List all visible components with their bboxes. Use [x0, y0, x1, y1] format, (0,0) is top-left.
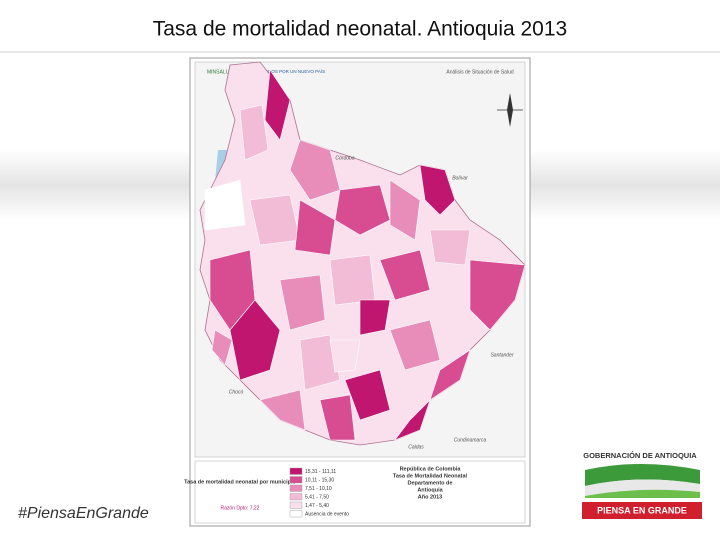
neighbor-label: Córdoba	[335, 155, 354, 161]
ministry-logo: MINSALUD	[207, 69, 233, 75]
legend-box	[194, 460, 526, 524]
legend-label: 7,51 - 10,10	[305, 486, 332, 492]
municipality	[279, 274, 326, 331]
legend-swatch	[289, 501, 303, 509]
logo-slogan: PIENSA EN GRANDE	[597, 505, 687, 515]
municipality	[264, 69, 291, 141]
info-line: Departamento de	[408, 480, 453, 486]
municipality	[294, 199, 336, 256]
legend-swatch	[289, 476, 303, 484]
neighbor-label: Caldas	[408, 444, 424, 450]
slogan-logo: TODOS POR UN NUEVO PAÍS	[262, 68, 325, 74]
legend-label: 5,41 - 7,50	[305, 494, 329, 500]
slide-title: Tasa de mortalidad neonatal. Antioquia 2…	[153, 18, 567, 41]
municipality	[289, 139, 341, 201]
info-line: República de Colombia	[400, 466, 462, 472]
neighbor-label: Santander	[490, 352, 513, 358]
government-logo: GOBERNACIÓN DE ANTIOQUIA PIENSA EN GRAND…	[582, 451, 702, 519]
municipality	[389, 179, 421, 241]
municipality	[334, 184, 391, 236]
municipality	[329, 339, 361, 373]
report-title: Análisis de Situación de Salud	[446, 69, 513, 75]
municipality	[429, 349, 471, 401]
municipality	[259, 389, 306, 431]
municipality	[394, 399, 431, 441]
municipality	[429, 229, 471, 266]
info-line: Año 2013	[418, 494, 442, 500]
neighbor-label: Bolívar	[452, 175, 468, 181]
municipality	[299, 334, 341, 391]
legend-swatch	[289, 484, 303, 492]
legend-label: Ausencia de evento	[305, 511, 349, 517]
municipalities	[199, 61, 526, 446]
municipality	[329, 254, 376, 306]
info-line: Antioquia	[417, 487, 443, 493]
legend-label: 15,31 - 111,11	[305, 469, 336, 475]
logo-title: GOBERNACIÓN DE ANTIOQUIA	[583, 451, 697, 460]
compass	[497, 93, 523, 127]
municipality	[239, 104, 269, 161]
municipality	[469, 259, 526, 331]
municipality	[389, 319, 441, 371]
municipality	[229, 299, 281, 381]
neighbor-label: Cundinamarca	[454, 437, 487, 443]
legend-swatch	[289, 493, 303, 501]
department-rate: Razón Dpto: 7,22	[221, 505, 260, 511]
legend-title: Tasa de mortalidad neonatal por municipi…	[184, 479, 296, 485]
legend: 15,31 - 111,11 10,11 - 15,30 7,51 - 10,10 5…	[289, 467, 349, 518]
municipality	[419, 164, 456, 216]
hashtag: #PiensaEnGrande	[18, 505, 149, 522]
municipality	[379, 249, 431, 301]
legend-label: 1,47 - 5,40	[305, 503, 329, 509]
legend-swatch	[289, 467, 303, 475]
legend-label: 10,11 - 15,30	[305, 477, 334, 483]
municipality	[319, 394, 356, 441]
municipality	[344, 369, 391, 421]
legend-swatch	[289, 510, 303, 518]
municipality	[359, 299, 391, 336]
municipality	[211, 329, 233, 366]
neighbor-label: Chocó	[229, 389, 244, 395]
info-line: Tasa de Mortalidad Neonatal	[393, 473, 468, 479]
municipality	[204, 179, 246, 231]
